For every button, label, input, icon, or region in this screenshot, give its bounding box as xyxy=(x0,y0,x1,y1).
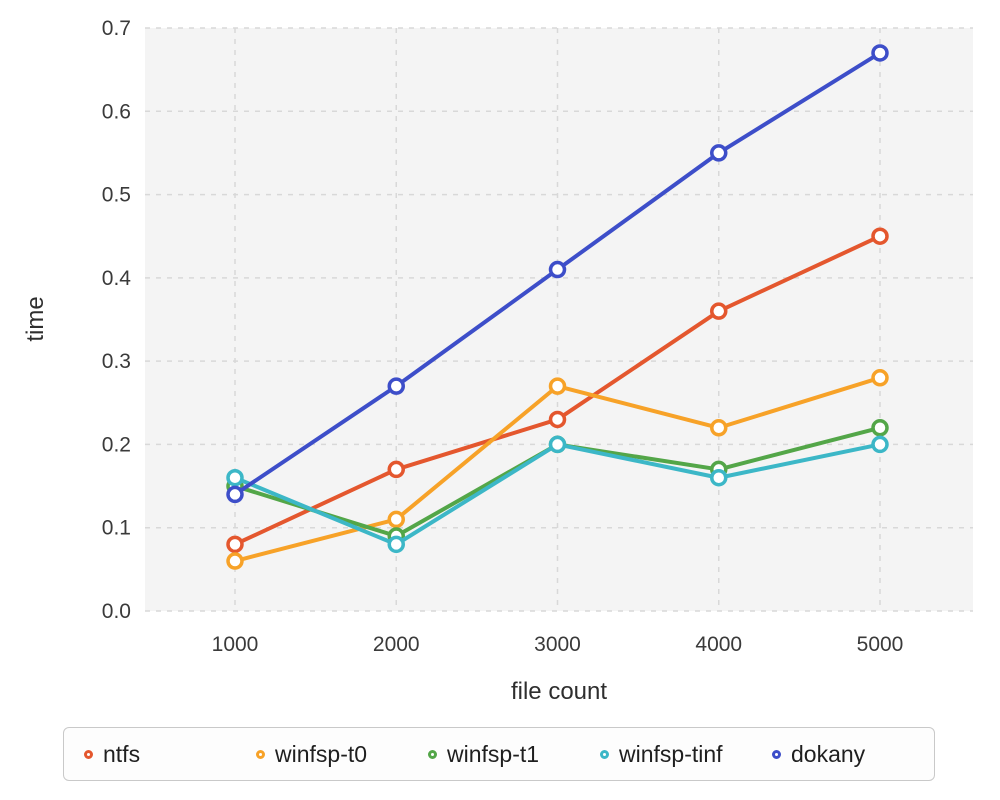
data-point-ntfs xyxy=(548,410,567,429)
legend-marker-winfsp-t0 xyxy=(256,749,265,759)
data-point-ntfs xyxy=(387,460,405,479)
data-point-dokany xyxy=(387,377,405,395)
x-tick-label: 5000 xyxy=(857,633,904,656)
data-point-winfsp-tinf xyxy=(226,468,244,487)
legend-label: dokany xyxy=(791,740,866,767)
legend-marker-ntfs xyxy=(84,749,93,759)
legend-item-winfsp-tinf: winfsp-tinf xyxy=(600,741,772,768)
y-tick-label: 0.3 xyxy=(102,350,131,373)
data-point-ntfs xyxy=(871,227,889,245)
data-point-winfsp-t0 xyxy=(548,377,567,395)
y-tick-label: 0.5 xyxy=(102,184,131,207)
legend-marker-dokany xyxy=(772,749,781,759)
legend-marker-winfsp-tinf xyxy=(600,749,609,759)
x-axis-label: file count xyxy=(510,678,608,705)
data-point-winfsp-t1 xyxy=(871,419,889,437)
y-tick-label: 0.0 xyxy=(102,600,131,623)
data-point-dokany xyxy=(548,260,567,279)
data-point-dokany xyxy=(226,485,244,504)
y-axis-label: time xyxy=(22,296,49,342)
chart-canvas: 0.0 0.1 0.2 0.3 0.4 0.5 0.6 0.7 1000 2000 3000 4000… xyxy=(102,17,973,656)
x-tick-label: 4000 xyxy=(695,633,742,656)
data-point-winfsp-tinf xyxy=(548,435,567,454)
legend-item-winfsp-t1: winfsp-t1 xyxy=(428,741,600,768)
data-point-winfsp-t0 xyxy=(871,369,889,387)
y-tick-label: 0.2 xyxy=(102,433,131,456)
data-point-winfsp-tinf xyxy=(710,468,728,487)
data-point-winfsp-t0 xyxy=(387,510,405,529)
data-point-winfsp-t0 xyxy=(710,419,728,437)
legend-label: ntfs xyxy=(103,740,141,767)
data-point-winfsp-tinf xyxy=(871,435,889,454)
legend-item-ntfs: ntfs xyxy=(84,741,256,768)
x-tick-label: 1000 xyxy=(212,633,259,656)
data-point-dokany xyxy=(871,44,889,62)
plot-area xyxy=(145,28,973,611)
y-tick-label: 0.1 xyxy=(102,517,131,540)
legend-label: winfsp-t1 xyxy=(447,740,540,767)
data-point-ntfs xyxy=(710,302,728,320)
legend-marker-winfsp-t1 xyxy=(428,749,437,759)
data-point-ntfs xyxy=(226,535,244,554)
legend-item-dokany: dokany xyxy=(772,741,944,768)
y-tick-label: 0.4 xyxy=(102,267,132,290)
legend-label: winfsp-t0 xyxy=(275,740,368,767)
data-point-winfsp-tinf xyxy=(387,535,405,554)
y-tick-label: 0.6 xyxy=(102,100,131,123)
data-point-winfsp-t0 xyxy=(226,552,244,570)
y-tick-label: 0.7 xyxy=(102,17,131,40)
x-tick-label: 2000 xyxy=(373,633,420,656)
legend: ntfs winfsp-t0 winfsp-t1 winfsp-tinf dokany xyxy=(63,727,935,781)
legend-item-winfsp-t0: winfsp-t0 xyxy=(256,741,428,768)
legend-label: winfsp-tinf xyxy=(619,740,723,767)
x-tick-label: 3000 xyxy=(534,633,581,656)
data-point-dokany xyxy=(710,144,728,162)
